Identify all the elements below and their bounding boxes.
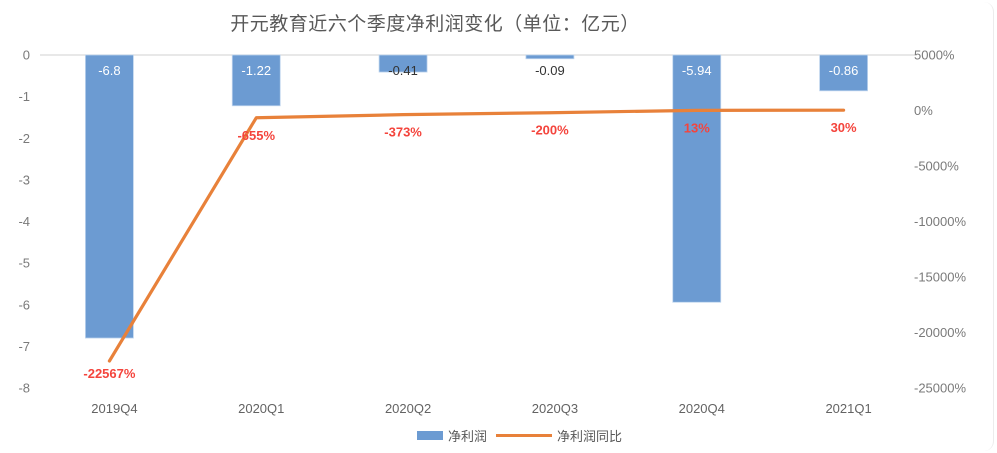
chart-title: 开元教育近六个季度净利润变化（单位：亿元） [230, 14, 640, 35]
left-axis-tick: -4 [18, 214, 30, 229]
left-axis-tick: -5 [18, 256, 30, 271]
right-axis-tick: -20000% [914, 325, 966, 340]
right-axis-tick: -5000% [914, 159, 959, 174]
right-axis-tick: -15000% [914, 270, 966, 285]
x-axis-label-2020Q3: 2020Q3 [532, 401, 578, 416]
legend: 净利润 净利润同比 [0, 426, 997, 445]
bar-label-2020Q1: -1.22 [241, 63, 271, 78]
x-axis-label-2019Q4: 2019Q4 [91, 401, 137, 416]
legend-bar-swatch-icon [416, 431, 443, 440]
x-axis-label-2020Q2: 2020Q2 [385, 401, 431, 416]
legend-line-swatch-icon [496, 434, 552, 437]
bar-label-2021Q1: -0.86 [829, 63, 859, 78]
left-axis-tick: -3 [18, 172, 30, 187]
line-label-2021Q1: 30% [831, 120, 857, 135]
line-label-2020Q3: -200% [531, 123, 569, 138]
x-axis-label-2021Q1: 2021Q1 [825, 401, 871, 416]
right-axis-tick: -10000% [914, 214, 966, 229]
bar-label-2020Q2: -0.41 [388, 63, 418, 78]
bar-label-2020Q3: -0.09 [535, 63, 565, 78]
bar-2020Q4 [672, 54, 722, 303]
bar-2020Q1 [231, 54, 281, 107]
left-axis-tick: -2 [18, 131, 30, 146]
left-axis-tick: -7 [18, 339, 30, 354]
bar-2021Q1 [819, 54, 868, 92]
line-series [107, 108, 846, 363]
x-axis-label-2020Q1: 2020Q1 [238, 401, 284, 416]
line-label-2019Q4: -22567% [83, 366, 135, 381]
left-axis-tick: 0 [23, 48, 30, 63]
bar-label-2019Q4: -6.8 [98, 63, 120, 78]
legend-line-label: 净利润同比 [557, 429, 623, 444]
line-label-2020Q1: -655% [237, 128, 275, 143]
x-axis-label-2020Q4: 2020Q4 [679, 401, 725, 416]
left-axis-tick: -8 [18, 381, 30, 396]
right-axis-tick: 5000% [914, 48, 955, 63]
legend-bar-label: 净利润 [447, 429, 487, 444]
bar-2019Q4 [85, 54, 134, 339]
left-axis-tick: -6 [18, 297, 30, 312]
left-axis-tick: -1 [18, 89, 30, 104]
bar-label-2020Q4: -5.94 [682, 63, 712, 78]
bar-2020Q3 [525, 54, 575, 60]
line-label-2020Q2: -373% [384, 125, 422, 140]
bar-2020Q2 [378, 54, 428, 73]
line-label-2020Q4: 13% [684, 120, 710, 135]
right-axis-tick: -25000% [914, 381, 966, 396]
right-axis-tick: 0% [914, 103, 933, 118]
